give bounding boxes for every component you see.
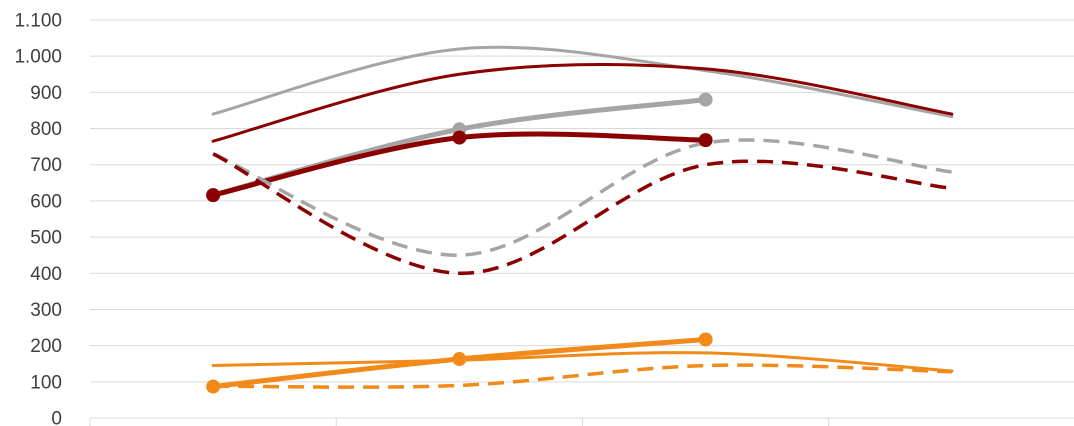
gridlines (90, 19, 1074, 383)
series-8-point-2 (452, 352, 467, 367)
axes (89, 417, 1074, 426)
series-8-point-3 (698, 332, 713, 347)
y-tick-label-1100: 1.100 (14, 11, 62, 32)
series-markers (206, 92, 713, 394)
series-line-3 (210, 97, 709, 198)
series-line-9 (213, 363, 952, 389)
series-4-point-2 (452, 130, 467, 145)
y-tick-label-500: 500 (30, 228, 62, 249)
series-8-point-1 (206, 379, 221, 394)
y-tick-label-0: 0 (51, 409, 62, 426)
y-tick-label-400: 400 (30, 264, 62, 285)
y-tick-label-200: 200 (30, 336, 62, 357)
y-tick-label-900: 900 (30, 83, 62, 104)
y-tick-label-1000: 1.000 (14, 47, 62, 68)
series-line-1 (211, 45, 954, 119)
y-tick-labels: 0 100 200 300 400 500 600 700 800 900 1.000 1.100 (14, 11, 62, 426)
series-lines (210, 45, 954, 390)
y-tick-label-300: 300 (30, 300, 62, 321)
series-line-6 (212, 152, 953, 276)
y-tick-label-800: 800 (30, 119, 62, 140)
series-4-point-3 (698, 133, 713, 148)
series-3-point-3 (698, 92, 713, 107)
y-tick-label-600: 600 (30, 191, 62, 212)
series-4-point-1 (206, 188, 221, 203)
series-line-7 (211, 351, 954, 373)
series-line-5 (212, 138, 953, 257)
y-tick-label-100: 100 (30, 372, 62, 393)
series-line-2 (211, 62, 954, 143)
y-tick-label-700: 700 (30, 155, 62, 176)
